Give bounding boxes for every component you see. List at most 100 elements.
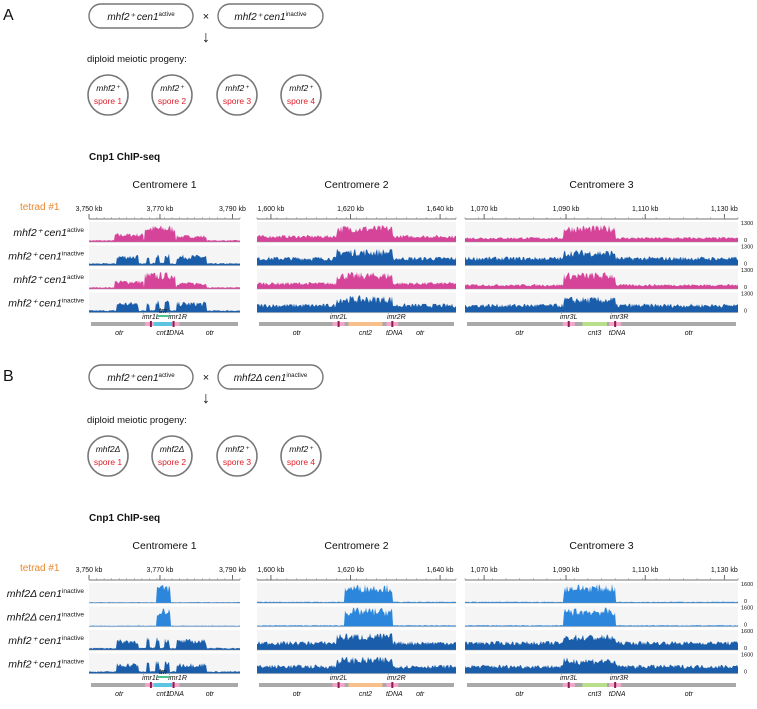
scale-max: 1300: [741, 221, 753, 227]
spore: [151, 435, 193, 477]
tdna-label: tDNA: [386, 330, 403, 337]
locus-cnt: [153, 683, 173, 687]
scale-max: 1600: [741, 653, 753, 659]
locus-trna-left: [567, 321, 570, 327]
chip-signal: [89, 584, 240, 603]
otr-left-label: otr: [115, 330, 124, 337]
ruler-tick-label: 3,750 kb: [76, 567, 103, 574]
ruler-tick-label: 3,770 kb: [147, 206, 174, 213]
genotype: mhf2Δ: [234, 373, 263, 384]
centromere: cen1: [137, 12, 159, 23]
panel-letter: A: [3, 7, 14, 24]
locus-cnt: [153, 322, 173, 326]
spore-label: spore 4: [287, 96, 316, 106]
ruler-tick-label: 1,130 kb: [711, 206, 738, 213]
epi-state: inactive: [62, 588, 84, 595]
imr-right-label: imr3R: [610, 314, 629, 321]
epi-state: active: [67, 274, 84, 281]
ruler-tick-label: 1,620 kb: [337, 567, 364, 574]
centromere-3: Centromere 3 1,070 kb 1,090 kb 1,110 kb 1,13…: [464, 179, 753, 337]
parent-genotype: mhf2⁺ cen1active: [107, 372, 175, 384]
tm-marker: [156, 676, 170, 678]
chip-signal: [89, 608, 240, 627]
centromere-title: Centromere 3: [569, 540, 633, 552]
otr-left-label: otr: [115, 691, 124, 698]
locus-trna-left: [149, 682, 152, 688]
locus-trna-right: [614, 321, 617, 327]
centromere: cen1: [39, 588, 62, 600]
spore-label: spore 3: [223, 457, 252, 467]
epi-state: active: [159, 372, 176, 379]
chip-signal: [257, 607, 456, 627]
chip-signal: [89, 300, 240, 313]
spore-genotype: mhf2⁺: [225, 444, 250, 454]
imr-left-label: imr3L: [560, 314, 578, 321]
spore-label: spore 1: [94, 96, 123, 106]
spore-genotype: mhf2Δ: [96, 444, 121, 454]
cross-symbol: ×: [203, 372, 209, 384]
spore-genotype: mhf2⁺: [96, 83, 121, 93]
ruler-tick-label: 1,090 kb: [553, 206, 580, 213]
spore: [216, 435, 258, 477]
spore-label: spore 2: [158, 457, 187, 467]
spore-genotype: mhf2Δ: [160, 444, 185, 454]
locus-trna-left: [149, 321, 152, 327]
chip-signal: [89, 225, 240, 242]
ruler-tick-label: 1,620 kb: [337, 206, 364, 213]
locus-trna-right: [391, 682, 394, 688]
spore: [280, 74, 322, 116]
spore-genotype: mhf2⁺: [160, 83, 185, 93]
ruler-tick-label: 1,130 kb: [711, 567, 738, 574]
centromere: cen1: [44, 227, 67, 239]
parent-strain: [217, 3, 324, 29]
cnt-label: cnt1: [156, 691, 169, 698]
chip-signal: [257, 248, 456, 266]
imr-left-label: imr2L: [330, 314, 348, 321]
track-label: mhf2⁺ cen1active: [13, 274, 84, 286]
spore-genotype: mhf2⁺: [289, 83, 314, 93]
genotype: mhf2⁺: [107, 12, 135, 23]
chip-signal: [257, 225, 456, 242]
tdna-label: tDNA: [609, 330, 626, 337]
track-label: mhf2⁺ cen1inactive: [8, 659, 84, 671]
locus-cnt: [348, 322, 383, 326]
chip-signal: [89, 253, 240, 266]
cross-arrow: ↓: [202, 29, 210, 46]
spore-label: spore 2: [158, 96, 187, 106]
scale-min: 0: [744, 309, 747, 315]
centromere: cen1: [264, 12, 286, 23]
centromere-title: Centromere 2: [324, 179, 388, 191]
otr-right-label: otr: [206, 330, 215, 337]
parent-strain: [88, 3, 194, 29]
spore-label: spore 3: [223, 96, 252, 106]
centromere: cen1: [265, 373, 287, 384]
scale-max: 1600: [741, 629, 753, 635]
chip-signal: [465, 657, 738, 674]
chip-signal: [257, 295, 456, 313]
genotype: mhf2⁺: [8, 659, 38, 671]
otr-left-label: otr: [516, 330, 525, 337]
epi-state: active: [159, 11, 176, 18]
scale-min: 0: [744, 623, 747, 629]
track-label: mhf2Δ cen1inactive: [7, 612, 85, 624]
genotype: mhf2⁺: [234, 12, 262, 23]
ruler-tick-label: 1,070 kb: [471, 567, 498, 574]
chip-signal: [465, 296, 738, 313]
otr-left-label: otr: [293, 691, 302, 698]
centromere: cen1: [44, 274, 67, 286]
chip-signal: [89, 637, 240, 650]
tm-label: tm: [159, 669, 167, 676]
centromere-title: Centromere 1: [132, 540, 196, 552]
genotype: mhf2⁺: [107, 373, 135, 384]
track-label: mhf2Δ cen1inactive: [7, 588, 85, 600]
ruler-tick-label: 3,770 kb: [147, 567, 174, 574]
imr-right-label: imr2R: [387, 314, 406, 321]
genotype: mhf2⁺: [8, 251, 38, 263]
spore: [87, 435, 129, 477]
chip-signal: [465, 249, 738, 266]
spore: [151, 74, 193, 116]
otr-right-label: otr: [416, 330, 425, 337]
epi-state: inactive: [286, 372, 308, 379]
centromere-title: Centromere 3: [569, 179, 633, 191]
spore-genotype: mhf2⁺: [225, 83, 250, 93]
